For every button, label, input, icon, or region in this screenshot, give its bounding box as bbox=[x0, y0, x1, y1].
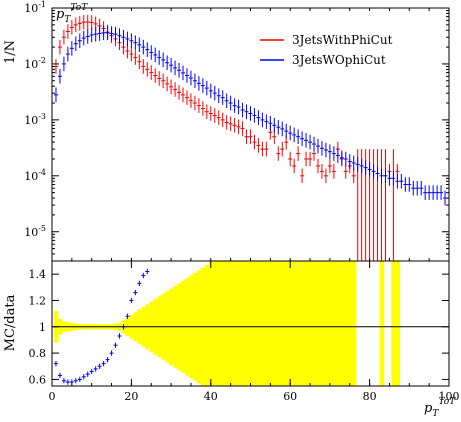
main-ylabel: 1/N bbox=[3, 40, 18, 64]
band-bin bbox=[208, 262, 214, 386]
band-bin bbox=[343, 261, 349, 386]
band-bin bbox=[228, 261, 234, 386]
band-bin bbox=[316, 261, 321, 386]
band-bin bbox=[204, 264, 210, 386]
band-bin bbox=[220, 261, 226, 386]
band-bin bbox=[232, 261, 238, 386]
x-tick-label: 40 bbox=[204, 390, 218, 403]
ratio-y-tick-label: 1 bbox=[39, 321, 46, 334]
ratio-y-tick-label: 1.4 bbox=[29, 268, 47, 281]
x-tick-label: 100 bbox=[439, 390, 460, 403]
band-bin bbox=[212, 261, 218, 386]
band-bin bbox=[347, 261, 353, 386]
band-bin bbox=[327, 261, 333, 386]
band-bin bbox=[276, 261, 281, 386]
main-y-tick-label: 10-5 bbox=[24, 224, 46, 239]
legend-label-3jetswithphicut: 3JetsWithPhiCut bbox=[292, 33, 393, 47]
main-y-tick-label: 10-4 bbox=[24, 168, 46, 183]
legend: 3JetsWithPhiCut 3JetsWOphiCut bbox=[260, 33, 393, 67]
band-bin bbox=[339, 261, 345, 386]
band-bin bbox=[300, 261, 305, 386]
band-bin bbox=[272, 261, 277, 386]
band-bin bbox=[292, 261, 297, 386]
band-bin bbox=[240, 261, 246, 386]
band-bin bbox=[308, 261, 313, 386]
main-panel-data bbox=[53, 14, 448, 261]
band-bin bbox=[264, 261, 269, 386]
band-bin bbox=[288, 261, 293, 386]
band-bin bbox=[351, 261, 357, 386]
band-bin bbox=[296, 261, 301, 386]
ratio-panel-data bbox=[53, 268, 150, 385]
band-bin bbox=[280, 261, 285, 386]
band-bin bbox=[335, 261, 341, 386]
band-bin bbox=[260, 261, 265, 386]
x-axis-label: pTToT bbox=[424, 397, 456, 419]
band-bin bbox=[248, 261, 254, 386]
band-bin bbox=[244, 261, 250, 386]
band-bin bbox=[252, 261, 258, 386]
ratio-ylabel: MC/data bbox=[3, 294, 18, 351]
band-bin bbox=[284, 261, 289, 386]
x-tick-label: 80 bbox=[363, 390, 377, 403]
main-y-tick-label: 10-2 bbox=[24, 56, 46, 71]
x-tick-label: 20 bbox=[124, 390, 138, 403]
band-bin bbox=[395, 261, 400, 386]
ratio-y-tick-label: 0.8 bbox=[29, 347, 47, 360]
x-tick-label: 0 bbox=[49, 390, 56, 403]
band-bin bbox=[331, 261, 337, 386]
band-bin bbox=[312, 261, 317, 386]
legend-label-3jetswophicut: 3JetsWOphiCut bbox=[292, 53, 386, 67]
ratio-y-tick-label: 1.2 bbox=[29, 294, 47, 307]
x-tick-label: 60 bbox=[283, 390, 297, 403]
band-bin bbox=[323, 261, 329, 386]
band-bin bbox=[256, 261, 262, 386]
band-bin bbox=[268, 261, 273, 386]
ratio-y-tick-label: 0.6 bbox=[29, 373, 47, 386]
band-bin bbox=[319, 261, 325, 386]
band-bin bbox=[236, 261, 242, 386]
band-bin bbox=[216, 261, 222, 386]
axis-ticks: 0 20 40 60 80 100 10-5 10-4 10-3 10-2 10-1 0.6 0.8 1 1… bbox=[24, 0, 459, 403]
band-bin bbox=[391, 261, 397, 386]
band-bin bbox=[304, 261, 309, 386]
main-y-tick-label: 10-1 bbox=[24, 0, 46, 15]
band-bin bbox=[379, 261, 385, 386]
band-bin bbox=[224, 261, 230, 386]
main-y-tick-label: 10-3 bbox=[24, 112, 46, 127]
